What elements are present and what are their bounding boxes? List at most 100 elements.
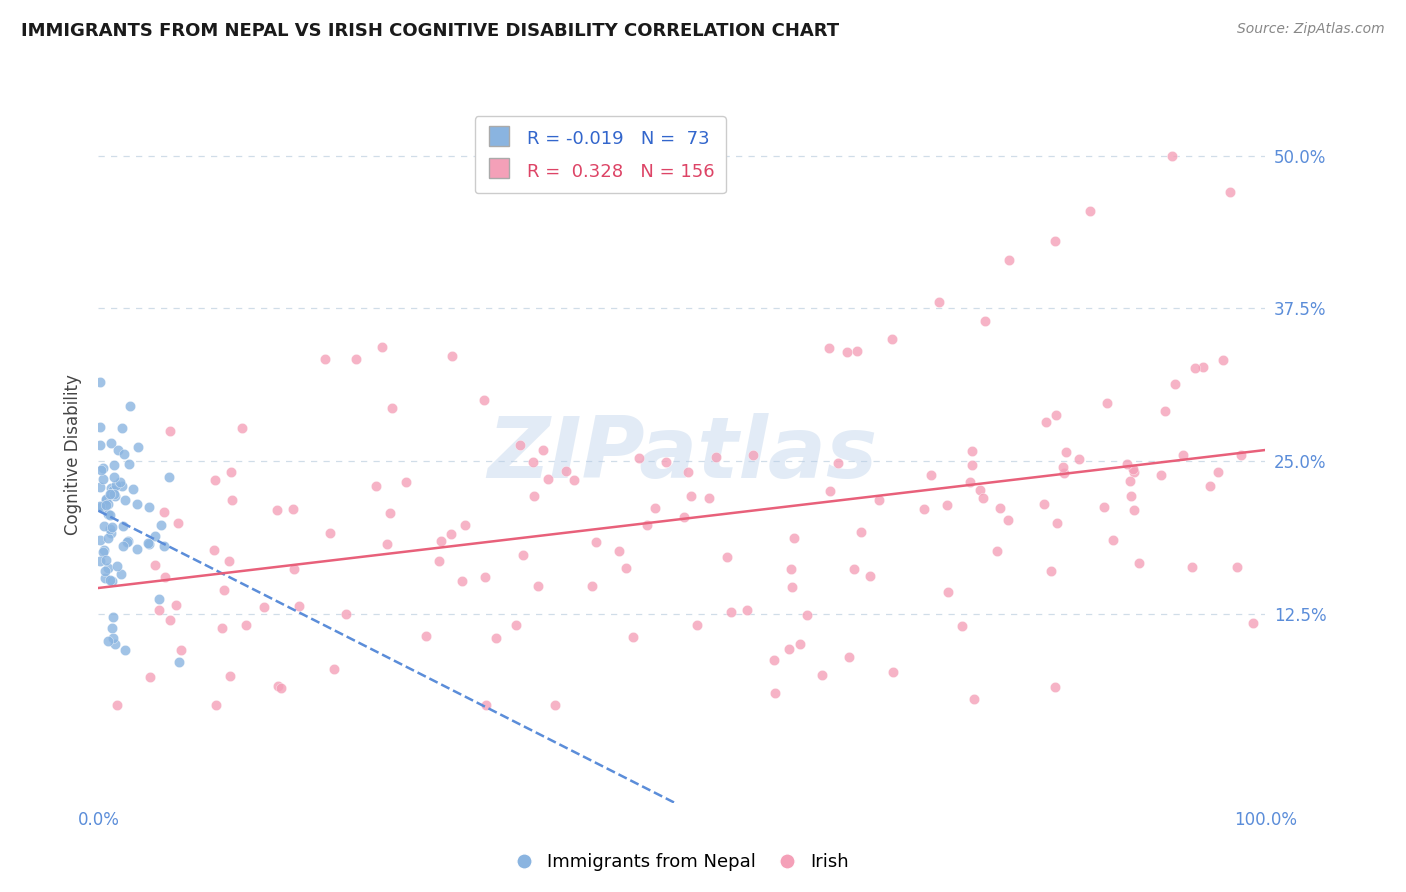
Point: [94, 492, 117, 507]
Point: [145, 558, 167, 572]
Point: [1052, 459, 1074, 474]
Point: [205, 698, 228, 713]
Point: [159, 425, 181, 439]
Point: [780, 580, 803, 594]
Point: [960, 458, 983, 472]
Point: [165, 598, 187, 612]
Point: [380, 506, 402, 520]
Point: [266, 502, 288, 516]
Point: [928, 295, 950, 310]
Point: [366, 479, 388, 493]
Point: [474, 570, 496, 584]
Point: [676, 465, 699, 479]
Point: [838, 649, 860, 664]
Point: [212, 582, 235, 597]
Point: [125, 542, 148, 557]
Legend: Immigrants from Nepal, Irish: Immigrants from Nepal, Irish: [508, 847, 856, 879]
Point: [706, 450, 728, 464]
Point: [270, 681, 292, 695]
Point: [97, 561, 120, 575]
Point: [96, 553, 118, 567]
Point: [319, 525, 342, 540]
Point: [1241, 615, 1264, 630]
Point: [959, 475, 981, 489]
Point: [281, 502, 304, 516]
Point: [89, 499, 111, 513]
Point: [880, 332, 903, 346]
Point: [614, 561, 637, 575]
Point: [283, 562, 305, 576]
Point: [1206, 465, 1229, 479]
Point: [1119, 474, 1142, 488]
Point: [1122, 462, 1144, 476]
Point: [138, 537, 160, 551]
Point: [150, 517, 173, 532]
Point: [531, 442, 554, 457]
Point: [935, 499, 957, 513]
Point: [118, 457, 141, 471]
Point: [103, 458, 125, 472]
Point: [104, 489, 127, 503]
Point: [93, 543, 115, 558]
Point: [555, 464, 578, 478]
Point: [681, 489, 703, 503]
Point: [96, 498, 118, 512]
Point: [1150, 467, 1173, 482]
Point: [1119, 489, 1142, 503]
Point: [103, 469, 125, 483]
Point: [101, 631, 124, 645]
Y-axis label: Cognitive Disability: Cognitive Disability: [65, 375, 83, 535]
Point: [100, 525, 122, 540]
Point: [415, 629, 437, 643]
Point: [1040, 564, 1063, 578]
Point: [111, 479, 134, 493]
Point: [1045, 235, 1067, 249]
Point: [112, 447, 135, 461]
Point: [218, 553, 240, 567]
Point: [1229, 448, 1251, 462]
Point: [474, 393, 496, 408]
Point: [112, 539, 135, 553]
Point: [741, 448, 763, 462]
Point: [100, 435, 122, 450]
Point: [509, 438, 531, 452]
Point: [138, 500, 160, 514]
Point: [523, 490, 546, 504]
Point: [97, 634, 120, 648]
Point: [89, 554, 111, 568]
Point: [1046, 516, 1069, 530]
Point: [962, 692, 984, 706]
Point: [849, 524, 872, 539]
Point: [121, 482, 143, 496]
Point: [127, 497, 149, 511]
Point: [371, 340, 394, 354]
Point: [101, 621, 124, 635]
Point: [97, 497, 120, 511]
Point: [655, 454, 678, 468]
Point: [737, 603, 759, 617]
Point: [1097, 396, 1119, 410]
Point: [1226, 559, 1249, 574]
Point: [1092, 500, 1115, 514]
Point: [1067, 452, 1090, 467]
Point: [211, 621, 233, 635]
Point: [105, 477, 128, 491]
Point: [111, 518, 134, 533]
Point: [96, 491, 118, 506]
Point: [169, 643, 191, 657]
Point: [962, 444, 984, 458]
Point: [827, 457, 849, 471]
Legend: R = -0.019   N =  73, R =  0.328   N = 156: R = -0.019 N = 73, R = 0.328 N = 156: [475, 116, 725, 194]
Point: [1181, 559, 1204, 574]
Point: [148, 592, 170, 607]
Point: [152, 539, 174, 553]
Point: [1219, 186, 1241, 200]
Point: [697, 491, 720, 506]
Point: [1045, 408, 1067, 422]
Point: [783, 531, 806, 545]
Text: IMMIGRANTS FROM NEPAL VS IRISH COGNITIVE DISABILITY CORRELATION CHART: IMMIGRANTS FROM NEPAL VS IRISH COGNITIVE…: [21, 22, 839, 40]
Point: [314, 352, 336, 367]
Point: [1128, 556, 1150, 570]
Point: [912, 501, 935, 516]
Point: [969, 483, 991, 497]
